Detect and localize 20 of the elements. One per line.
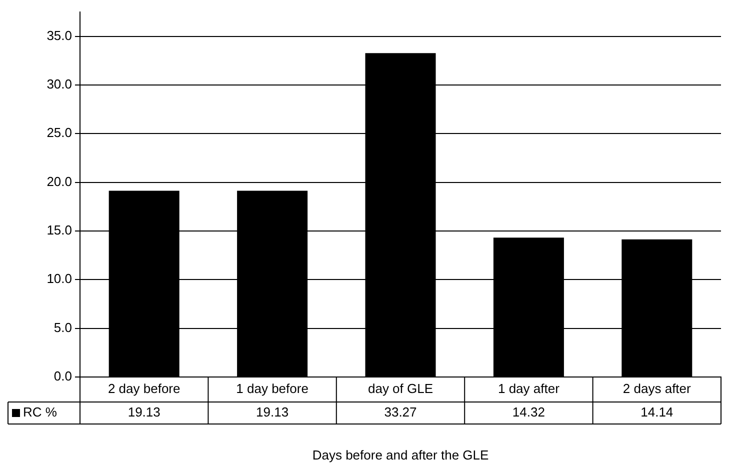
data-label: 14.14	[640, 404, 674, 420]
data-label: 19.13	[128, 404, 160, 420]
x-tick-label: 1 day before	[236, 381, 308, 396]
legend-label: RC %	[23, 404, 58, 420]
y-tick-label: 25.0	[46, 125, 72, 140]
data-label: 33.27	[384, 404, 417, 420]
y-tick-label: 5.0	[54, 320, 72, 335]
x-tick-label: 1 day after	[498, 381, 560, 396]
y-tick-label: 0.0	[54, 368, 72, 384]
y-tick-label: 35.0	[46, 28, 72, 43]
x-tick-label: 2 days after	[622, 381, 692, 396]
x-tick-label: day of GLE	[368, 381, 434, 396]
y-tick-label: 15.0	[46, 222, 72, 238]
y-tick-label: 20.0	[46, 174, 72, 189]
data-label: 19.13	[256, 404, 289, 420]
y-tick-label: 10.0	[46, 271, 72, 286]
x-tick-label: 2 day before	[108, 381, 180, 396]
x-axis-title: Days before and after the GLE	[312, 448, 489, 463]
y-tick-label: 30.0	[46, 76, 72, 92]
data-label: 14.32	[512, 404, 545, 420]
